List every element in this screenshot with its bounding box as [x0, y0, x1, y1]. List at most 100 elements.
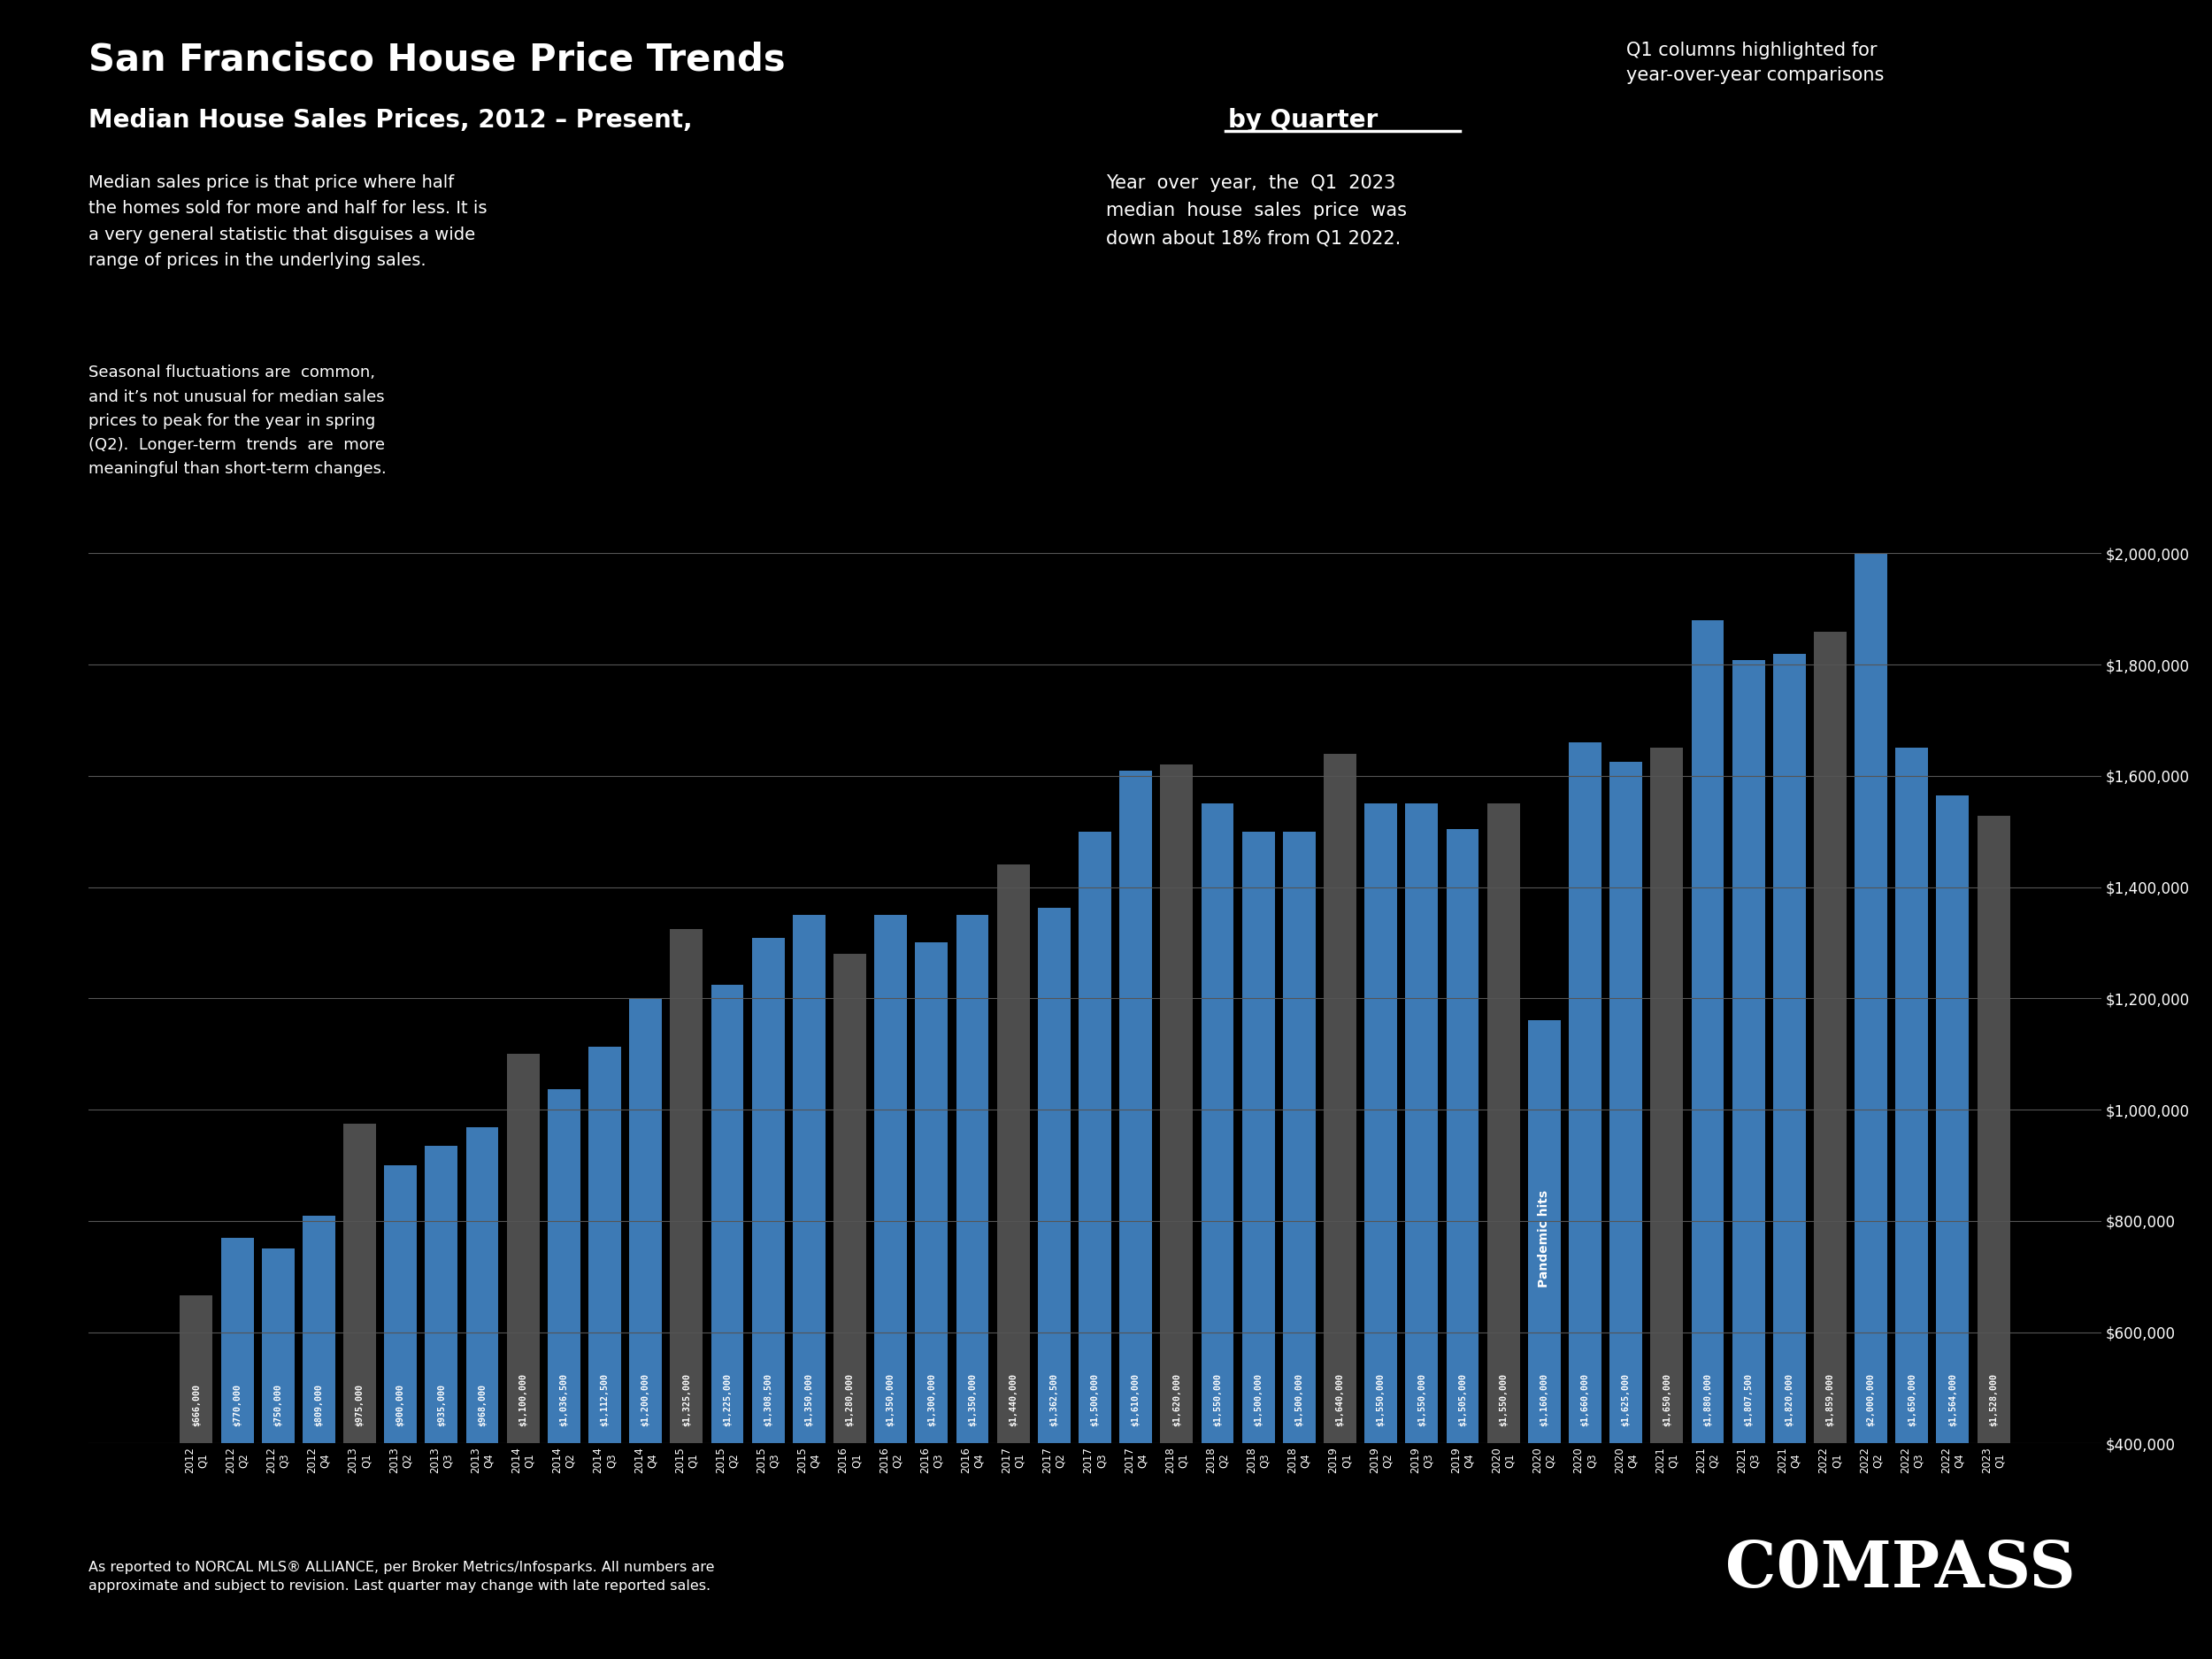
Text: $1,200,000: $1,200,000	[641, 1374, 650, 1427]
Bar	[588, 1047, 622, 1659]
Bar	[1161, 765, 1192, 1659]
Bar	[179, 1296, 212, 1659]
Bar	[1528, 1020, 1562, 1659]
Bar	[1486, 803, 1520, 1659]
Text: $1,300,000: $1,300,000	[927, 1374, 936, 1427]
Bar	[628, 999, 661, 1659]
Bar	[221, 1238, 254, 1659]
Text: $1,820,000: $1,820,000	[1785, 1374, 1794, 1427]
Bar	[752, 937, 785, 1659]
Text: $1,859,000: $1,859,000	[1825, 1374, 1834, 1427]
Bar	[1936, 796, 1969, 1659]
Bar	[1854, 554, 1887, 1659]
Bar	[1610, 761, 1641, 1659]
Text: $1,036,500: $1,036,500	[560, 1374, 568, 1427]
Text: $1,880,000: $1,880,000	[1703, 1374, 1712, 1427]
Text: $1,528,000: $1,528,000	[1989, 1374, 1997, 1427]
Text: $1,550,000: $1,550,000	[1376, 1374, 1385, 1427]
Text: $1,350,000: $1,350,000	[969, 1374, 978, 1427]
Text: $770,000: $770,000	[232, 1384, 241, 1427]
Bar	[1692, 620, 1723, 1659]
Text: $1,500,000: $1,500,000	[1254, 1374, 1263, 1427]
Bar	[1241, 831, 1274, 1659]
Text: $2,000,000: $2,000,000	[1867, 1374, 1876, 1427]
Text: $1,325,000: $1,325,000	[681, 1374, 690, 1427]
Bar	[916, 942, 949, 1659]
Text: $1,350,000: $1,350,000	[805, 1374, 814, 1427]
Bar	[1732, 660, 1765, 1659]
Bar	[1978, 816, 2011, 1659]
Bar	[1774, 654, 1805, 1659]
Text: $1,640,000: $1,640,000	[1336, 1374, 1345, 1427]
Text: $750,000: $750,000	[274, 1384, 283, 1427]
Text: $1,160,000: $1,160,000	[1540, 1374, 1548, 1427]
Text: $1,650,000: $1,650,000	[1907, 1374, 1916, 1427]
Text: $1,350,000: $1,350,000	[887, 1374, 896, 1427]
Text: $1,610,000: $1,610,000	[1130, 1374, 1139, 1427]
Text: $1,280,000: $1,280,000	[845, 1374, 854, 1427]
Text: $666,000: $666,000	[192, 1384, 201, 1427]
Text: $935,000: $935,000	[438, 1384, 447, 1427]
Bar	[956, 914, 989, 1659]
Bar	[1283, 831, 1316, 1659]
Bar	[1447, 828, 1480, 1659]
Text: $1,440,000: $1,440,000	[1009, 1374, 1018, 1427]
Text: $1,500,000: $1,500,000	[1294, 1374, 1303, 1427]
Bar	[710, 984, 743, 1659]
Bar	[343, 1123, 376, 1659]
Bar	[792, 914, 825, 1659]
Text: $1,650,000: $1,650,000	[1663, 1374, 1672, 1427]
Bar	[670, 929, 703, 1659]
Bar	[1650, 748, 1683, 1659]
Bar	[507, 1053, 540, 1659]
Text: Year  over  year,  the  Q1  2023
median  house  sales  price  was
down about 18%: Year over year, the Q1 2023 median house…	[1106, 174, 1407, 247]
Bar	[1568, 743, 1601, 1659]
Text: $968,000: $968,000	[478, 1384, 487, 1427]
Bar	[1119, 770, 1152, 1659]
Text: $1,550,000: $1,550,000	[1418, 1374, 1427, 1427]
Text: Pandemic hits: Pandemic hits	[1537, 1190, 1551, 1287]
Bar	[1037, 907, 1071, 1659]
Text: by Quarter: by Quarter	[1228, 108, 1378, 133]
Text: $1,112,500: $1,112,500	[599, 1374, 608, 1427]
Text: San Francisco House Price Trends: San Francisco House Price Trends	[88, 41, 785, 78]
Text: Seasonal fluctuations are  common,
and it’s not unusual for median sales
prices : Seasonal fluctuations are common, and it…	[88, 365, 387, 476]
Text: Median House Sales Prices, 2012 – Present,: Median House Sales Prices, 2012 – Presen…	[88, 108, 701, 133]
Text: $1,362,500: $1,362,500	[1051, 1374, 1060, 1427]
Text: $1,660,000: $1,660,000	[1582, 1374, 1590, 1427]
Bar	[998, 864, 1029, 1659]
Bar	[385, 1165, 416, 1659]
Bar	[303, 1216, 336, 1659]
Text: $1,500,000: $1,500,000	[1091, 1374, 1099, 1427]
Bar	[834, 954, 867, 1659]
Bar	[467, 1128, 498, 1659]
Text: $809,000: $809,000	[314, 1384, 323, 1427]
Text: As reported to NORCAL MLS® ALLIANCE, per Broker Metrics/Infosparks. All numbers : As reported to NORCAL MLS® ALLIANCE, per…	[88, 1561, 714, 1593]
Text: $1,550,000: $1,550,000	[1500, 1374, 1509, 1427]
Text: $1,550,000: $1,550,000	[1212, 1374, 1221, 1427]
Text: $1,505,000: $1,505,000	[1458, 1374, 1467, 1427]
Text: Q1 columns highlighted for
year-over-year comparisons: Q1 columns highlighted for year-over-yea…	[1626, 41, 1885, 85]
Text: $975,000: $975,000	[356, 1384, 365, 1427]
Bar	[1405, 803, 1438, 1659]
Text: $1,100,000: $1,100,000	[518, 1374, 526, 1427]
Bar	[1896, 748, 1929, 1659]
Bar	[425, 1146, 458, 1659]
Bar	[261, 1249, 294, 1659]
Text: Median sales price is that price where half
the homes sold for more and half for: Median sales price is that price where h…	[88, 174, 487, 269]
Bar	[549, 1090, 580, 1659]
Text: $1,807,500: $1,807,500	[1743, 1374, 1752, 1427]
Bar	[1201, 803, 1234, 1659]
Text: $1,625,000: $1,625,000	[1621, 1374, 1630, 1427]
Bar	[874, 914, 907, 1659]
Bar	[1079, 831, 1110, 1659]
Text: $1,564,000: $1,564,000	[1949, 1374, 1958, 1427]
Text: $1,225,000: $1,225,000	[723, 1374, 732, 1427]
Text: $900,000: $900,000	[396, 1384, 405, 1427]
Text: $1,620,000: $1,620,000	[1172, 1374, 1181, 1427]
Bar	[1323, 753, 1356, 1659]
Text: C0MPASS: C0MPASS	[1725, 1538, 2075, 1601]
Bar	[1814, 632, 1847, 1659]
Bar	[1365, 803, 1398, 1659]
Text: $1,308,500: $1,308,500	[763, 1374, 772, 1427]
